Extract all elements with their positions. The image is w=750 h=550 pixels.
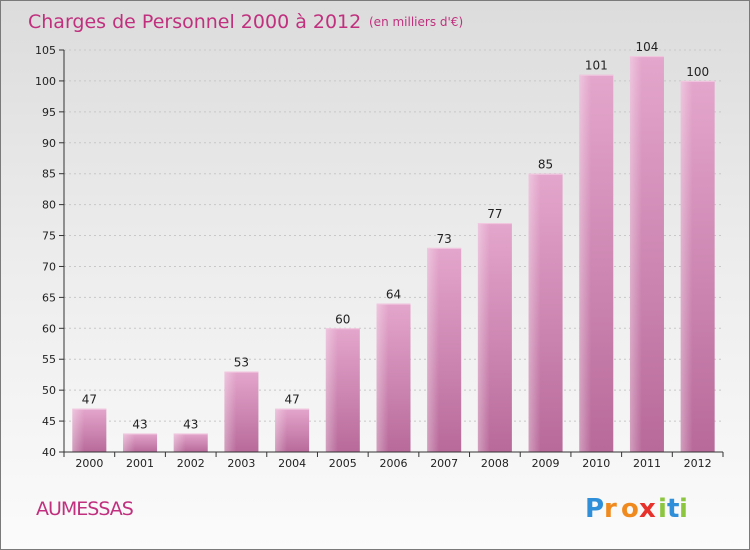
bar-2001: 43 [123, 417, 158, 452]
bar-2012: 100 [680, 65, 715, 452]
data-label: 47 [82, 393, 97, 407]
x-tick-label: 2007 [430, 457, 458, 470]
data-label: 53 [234, 356, 249, 370]
x-tick-label: 2009 [532, 457, 560, 470]
y-tick-label: 75 [42, 230, 56, 243]
bar-2007: 73 [427, 232, 462, 452]
x-tick-label: 2010 [582, 457, 610, 470]
bar-2005: 60 [325, 312, 360, 452]
y-tick-label: 105 [35, 44, 56, 57]
x-tick-label: 2012 [684, 457, 712, 470]
y-tick-label: 95 [42, 106, 56, 119]
data-label: 101 [585, 59, 608, 73]
bar-2009: 85 [528, 158, 563, 452]
bar-highlight [427, 247, 440, 452]
logo-letter: r [604, 494, 617, 524]
x-tick-label: 2011 [633, 457, 661, 470]
bar-highlight [629, 56, 642, 452]
x-tick-label: 2000 [75, 457, 103, 470]
data-label: 77 [487, 207, 502, 221]
bar-highlight [579, 74, 592, 452]
logo-letter: o [621, 494, 639, 524]
logo-letter: x [639, 494, 656, 524]
y-tick-label: 80 [42, 199, 56, 212]
y-tick-label: 45 [42, 415, 56, 428]
logo-letter: t [667, 494, 679, 524]
chart-title: Charges de Personnel 2000 à 2012 [28, 11, 361, 33]
data-label: 43 [132, 417, 147, 431]
bar-highlight [376, 303, 389, 452]
bar-2011: 104 [629, 40, 664, 452]
logo-letter: i [658, 494, 667, 524]
x-axis-ticks: 2000 2001 2002 2003 2004 2005 2006 2007 2008 2009… [63, 452, 724, 470]
bar-highlight [123, 433, 135, 452]
location-label: AUMESSAS [36, 498, 133, 520]
bar-2003: 53 [224, 356, 259, 452]
data-label: 73 [437, 232, 452, 246]
x-tick-label: 2003 [227, 457, 255, 470]
bar-2000: 47 [72, 393, 107, 452]
bar-2004: 47 [275, 393, 310, 452]
y-tick-label: 70 [42, 260, 56, 273]
y-tick-label: 90 [42, 137, 56, 150]
bar-highlight [528, 173, 541, 452]
x-tick-label: 2008 [481, 457, 509, 470]
bar-highlight [72, 408, 85, 452]
bar-2006: 64 [376, 288, 411, 452]
y-tick-label: 100 [35, 75, 56, 88]
y-tick-label: 55 [42, 353, 56, 366]
bar-highlight [325, 328, 338, 452]
chart-subtitle: (en milliers d'€) [369, 15, 463, 29]
y-tick-label: 40 [42, 446, 56, 459]
bar-highlight [275, 408, 288, 452]
logo-letter: i [679, 494, 688, 524]
bar-highlight [173, 433, 186, 452]
data-label: 104 [636, 40, 659, 54]
bar-2008: 77 [477, 207, 512, 452]
data-label: 60 [335, 312, 350, 326]
logo-letter: P [585, 494, 604, 524]
bar-2002: 43 [173, 417, 208, 452]
data-label: 100 [686, 65, 709, 79]
y-tick-label: 60 [42, 322, 56, 335]
x-tick-label: 2005 [329, 457, 357, 470]
y-tick-label: 50 [42, 384, 56, 397]
bars: 47 43 43 53 47 60 64 73 77 85 101 104 100 [72, 40, 715, 452]
bar-highlight [680, 80, 693, 452]
y-axis-ticks: 40 45 50 55 60 65 70 75 80 85 90 95 100 105 [35, 44, 64, 459]
data-label: 85 [538, 158, 553, 172]
data-label: 64 [386, 288, 401, 302]
bar-2010: 101 [579, 59, 614, 452]
bar-highlight [224, 371, 237, 452]
x-tick-label: 2002 [177, 457, 205, 470]
data-label: 47 [284, 393, 299, 407]
bar-highlight [477, 223, 490, 452]
data-label: 43 [183, 417, 198, 431]
x-tick-label: 2004 [278, 457, 306, 470]
x-tick-label: 2001 [126, 457, 154, 470]
y-tick-label: 85 [42, 168, 56, 181]
y-tick-label: 65 [42, 291, 56, 304]
x-tick-label: 2006 [380, 457, 408, 470]
